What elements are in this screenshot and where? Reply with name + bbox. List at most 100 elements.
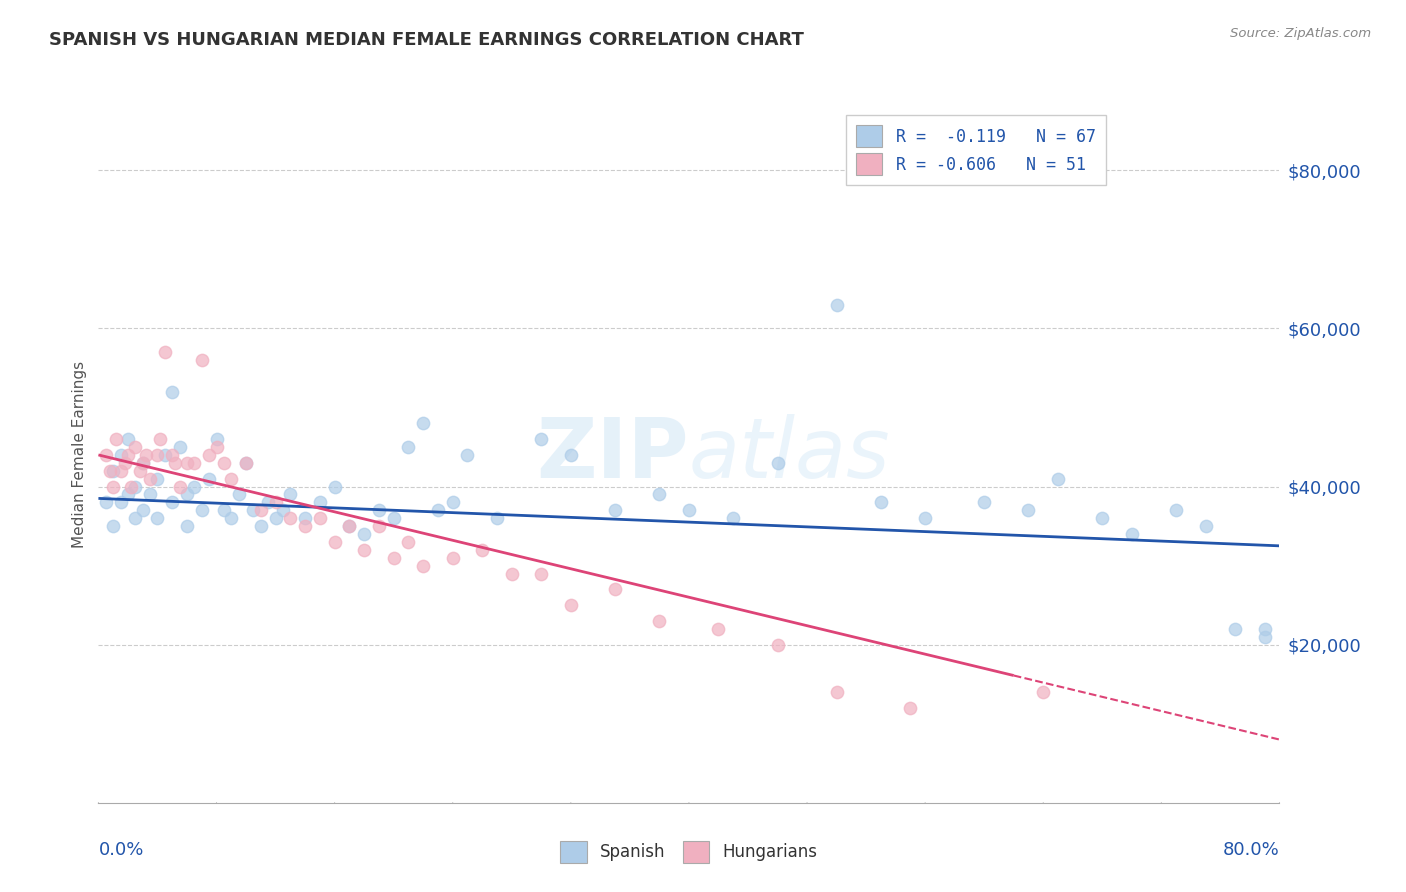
Point [560, 598, 582, 612]
Point [257, 495, 280, 509]
Point [648, 614, 671, 628]
Point [1254, 630, 1277, 644]
Point [1223, 622, 1246, 636]
Point [165, 456, 187, 470]
Point [110, 495, 132, 509]
Point [250, 503, 273, 517]
Point [605, 582, 627, 597]
Point [191, 353, 214, 368]
Point [110, 464, 132, 478]
Point [1032, 685, 1054, 699]
Point [278, 511, 302, 525]
Point [124, 479, 146, 493]
Point [205, 432, 228, 446]
Point [198, 472, 221, 486]
Point [146, 448, 169, 462]
Point [914, 511, 936, 525]
Point [176, 519, 198, 533]
Point [323, 535, 346, 549]
Point [94, 495, 117, 509]
Point [212, 456, 235, 470]
Point [605, 503, 627, 517]
Point [412, 417, 434, 431]
Point [309, 495, 332, 509]
Point [250, 519, 273, 533]
Point [309, 511, 332, 525]
Point [162, 495, 183, 509]
Point [1091, 511, 1114, 525]
Point [271, 503, 294, 517]
Point [825, 685, 848, 699]
Point [120, 479, 142, 493]
Point [212, 503, 235, 517]
Point [707, 622, 730, 636]
Point [1164, 503, 1187, 517]
Point [146, 472, 169, 486]
Point [1046, 472, 1069, 486]
Point [973, 495, 995, 509]
Point [135, 448, 157, 462]
Point [382, 550, 405, 565]
Point [103, 519, 125, 533]
Point [441, 550, 464, 565]
Text: ZIP: ZIP [537, 415, 689, 495]
Y-axis label: Median Female Earnings: Median Female Earnings [72, 361, 87, 549]
Point [94, 448, 117, 462]
Point [153, 448, 176, 462]
Point [1121, 527, 1143, 541]
Point [183, 456, 205, 470]
Point [124, 440, 146, 454]
Point [353, 542, 375, 557]
Point [678, 503, 700, 517]
Point [128, 464, 150, 478]
Point [368, 503, 391, 517]
Point [382, 511, 405, 525]
Point [1254, 622, 1277, 636]
Point [114, 456, 136, 470]
Text: SPANISH VS HUNGARIAN MEDIAN FEMALE EARNINGS CORRELATION CHART: SPANISH VS HUNGARIAN MEDIAN FEMALE EARNI… [49, 31, 804, 49]
Point [139, 487, 162, 501]
Point [337, 519, 360, 533]
Point [368, 519, 391, 533]
Point [530, 432, 553, 446]
Point [264, 495, 287, 509]
Point [98, 464, 121, 478]
Point [235, 456, 257, 470]
Point [501, 566, 523, 581]
Point [337, 519, 360, 533]
Point [766, 456, 789, 470]
Point [124, 511, 146, 525]
Point [169, 479, 191, 493]
Point [648, 487, 671, 501]
Point [162, 448, 183, 462]
Point [471, 542, 494, 557]
Text: 80.0%: 80.0% [1223, 841, 1279, 859]
Point [162, 384, 183, 399]
Point [149, 432, 172, 446]
Point [264, 511, 287, 525]
Point [486, 511, 509, 525]
Point [530, 566, 553, 581]
Point [235, 456, 257, 470]
Point [191, 503, 214, 517]
Point [205, 440, 228, 454]
Point [1017, 503, 1039, 517]
Point [183, 479, 205, 493]
Point [103, 479, 125, 493]
Text: 0.0%: 0.0% [98, 841, 143, 859]
Text: Source: ZipAtlas.com: Source: ZipAtlas.com [1230, 27, 1371, 40]
Point [132, 456, 155, 470]
Point [219, 472, 242, 486]
Point [176, 456, 198, 470]
Point [278, 487, 302, 501]
Point [105, 432, 128, 446]
Point [825, 298, 848, 312]
Point [396, 535, 419, 549]
Point [427, 503, 450, 517]
Point [441, 495, 464, 509]
Point [139, 472, 162, 486]
Point [132, 503, 155, 517]
Point [412, 558, 434, 573]
Point [353, 527, 375, 541]
Point [219, 511, 242, 525]
